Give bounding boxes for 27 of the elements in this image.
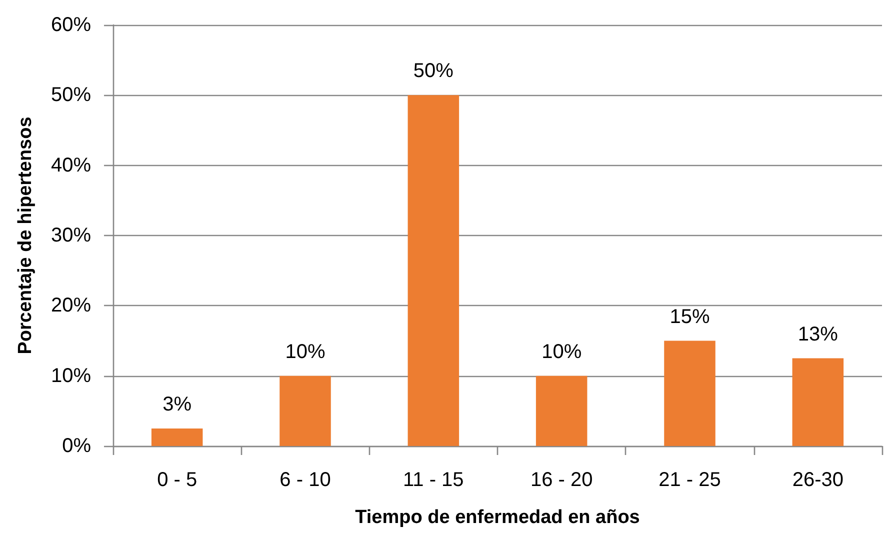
x-tick-label: 11 - 15: [403, 469, 464, 491]
x-tick-label: 0 - 5: [157, 469, 198, 491]
data-label: 50%: [413, 60, 454, 82]
y-tick-label: 60%: [50, 14, 92, 36]
y-tick-label: 10%: [50, 364, 92, 387]
bar: [280, 376, 331, 446]
data-label: 10%: [285, 340, 326, 363]
y-tick-label: 0%: [62, 435, 92, 457]
x-tick-label: 21 - 25: [658, 469, 721, 491]
y-tick-label: 40%: [50, 154, 92, 176]
y-tick-label: 30%: [50, 224, 92, 246]
x-tick-label: 26-30: [792, 469, 844, 491]
x-tick-label: 16 - 20: [530, 469, 593, 491]
bar: [151, 428, 203, 446]
y-tick-label: 20%: [50, 294, 92, 317]
data-label: 13%: [798, 323, 838, 346]
data-label: 3%: [162, 393, 192, 416]
data-label: 15%: [670, 306, 710, 328]
data-label: 10%: [542, 340, 582, 363]
bar: [664, 340, 716, 446]
y-axis-title: Porcentaje de hipertensos: [15, 116, 36, 354]
bar: [408, 95, 460, 446]
bar: [792, 358, 844, 446]
x-axis-title: Tiempo de enfermedad en años: [355, 507, 640, 528]
y-tick-label: 50%: [50, 84, 92, 106]
bar: [536, 376, 588, 446]
x-tick-label: 6 - 10: [280, 469, 331, 491]
